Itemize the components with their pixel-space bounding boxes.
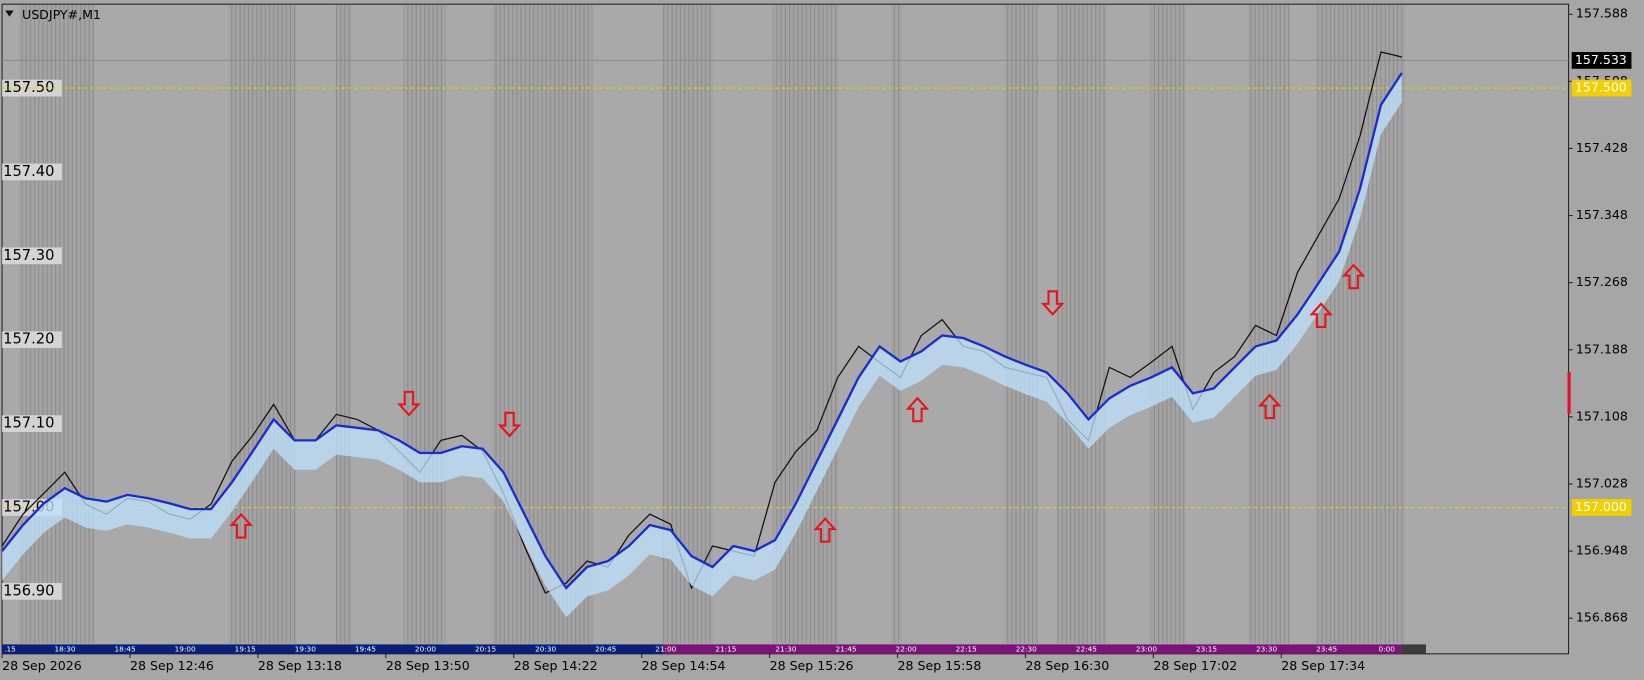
y-tick-label: 157.028 <box>1576 475 1628 490</box>
session-band <box>335 5 352 644</box>
session-bar <box>2 644 663 654</box>
x-tick-label: 28 Sep 12:46 <box>130 658 214 673</box>
session-label: 19:45 <box>355 645 376 654</box>
left-label: 156.90 <box>3 582 54 599</box>
session-label: 23:30 <box>1256 645 1277 654</box>
session-label: 21:00 <box>655 645 676 654</box>
left-label: 157.40 <box>3 163 54 180</box>
arrow-up <box>1257 393 1282 420</box>
arrow-up <box>1309 302 1333 328</box>
chart-title: USDJPY#,M1 <box>22 7 101 22</box>
session-band <box>1056 5 1107 644</box>
left-label-box <box>2 79 62 97</box>
left-label-box <box>2 247 62 265</box>
arrow-up <box>905 396 930 423</box>
session-label: 20:45 <box>595 645 616 654</box>
session-label: 22:30 <box>1016 645 1037 654</box>
session-bar <box>662 644 1402 654</box>
moving-average <box>1 72 1403 590</box>
y-tick-label: 157.268 <box>1576 274 1628 289</box>
level-tag-label: 157.000 <box>1575 499 1627 514</box>
session-label: 21:15 <box>715 645 736 654</box>
session-label: 19:30 <box>295 645 316 654</box>
x-tick-label: 28 Sep 2026 <box>2 658 82 673</box>
marks: 157.588157.508157.428157.348157.268157.1… <box>1 6 1632 625</box>
x-tick-label: 28 Sep 17:02 <box>1153 658 1237 673</box>
x-tick-label: 28 Sep 13:50 <box>386 658 470 673</box>
x-tick-label: 28 Sep 17:34 <box>1281 658 1365 673</box>
session-label: 20:30 <box>535 645 556 654</box>
session-label: 19:15 <box>235 645 256 654</box>
left-label: 157.30 <box>3 247 54 264</box>
session-band <box>1150 5 1185 644</box>
session-label: 23:00 <box>1136 645 1157 654</box>
arrow-down <box>397 390 421 417</box>
level-tag <box>1571 499 1632 516</box>
x-tick-label: 28 Sep 14:22 <box>514 658 598 673</box>
session-band <box>1004 5 1039 644</box>
level-tag-label: 157.500 <box>1575 80 1627 95</box>
left-label-box <box>2 163 62 181</box>
arrow-down <box>497 411 522 438</box>
session-label: 22:45 <box>1076 645 1097 654</box>
session-label: 22:00 <box>896 645 917 654</box>
arrow-down <box>1040 290 1065 316</box>
session-label: 22:15 <box>956 645 977 654</box>
session-bar <box>1401 644 1426 654</box>
y-tick-label: 157.188 <box>1576 341 1628 356</box>
session-band <box>492 5 593 644</box>
session-band <box>891 5 902 644</box>
session-band <box>1247 5 1290 644</box>
arrow-up <box>1341 263 1366 290</box>
price-tag-label: 157.533 <box>1575 52 1627 67</box>
menu-triangle[interactable] <box>5 10 14 17</box>
session-label: 23:15 <box>1196 645 1217 654</box>
y-tick-label: 157.348 <box>1576 207 1628 222</box>
price-tag <box>1571 52 1632 69</box>
arrow-up <box>229 512 253 539</box>
y-tick-label: 156.948 <box>1576 543 1628 558</box>
x-tick-label: 28 Sep 13:18 <box>258 658 342 673</box>
left-label: 157.20 <box>3 331 54 348</box>
session-label: 19:00 <box>175 645 196 654</box>
session-label: 20:15 <box>475 645 496 654</box>
left-label-box <box>2 415 62 432</box>
y-tick-label: 157.588 <box>1576 6 1628 21</box>
x-tick-label: 28 Sep 14:54 <box>642 658 726 673</box>
session-band <box>228 5 296 644</box>
session-label: 21:30 <box>775 645 796 654</box>
scroll-marker <box>1567 371 1571 414</box>
session-label: 0:00 <box>1379 645 1396 654</box>
y-tick-label: 156.868 <box>1576 610 1628 625</box>
session-label: 21:45 <box>835 645 856 654</box>
session-label: 20:00 <box>415 645 436 654</box>
y-tick-label: 157.108 <box>1576 408 1628 423</box>
level-tag <box>1571 79 1632 97</box>
y-tick-label: 157.428 <box>1576 140 1628 155</box>
x-tick-label: 28 Sep 16:30 <box>1025 658 1109 673</box>
session-label: 18:45 <box>115 645 136 654</box>
left-label-box <box>2 331 62 349</box>
left-label: 157.10 <box>3 415 54 432</box>
session-label: 18:30 <box>54 645 75 654</box>
arrow-up <box>813 517 837 543</box>
session-label: .15 <box>4 645 16 654</box>
session-band <box>18 5 95 644</box>
session-band <box>403 5 446 644</box>
left-label-box <box>2 582 62 600</box>
session-label: 23:45 <box>1316 645 1337 654</box>
x-tick-label: 28 Sep 15:26 <box>770 658 854 673</box>
x-tick-label: 28 Sep 15:58 <box>898 658 982 673</box>
